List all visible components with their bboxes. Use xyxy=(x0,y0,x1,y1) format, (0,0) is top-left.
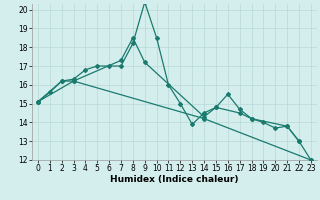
X-axis label: Humidex (Indice chaleur): Humidex (Indice chaleur) xyxy=(110,175,239,184)
